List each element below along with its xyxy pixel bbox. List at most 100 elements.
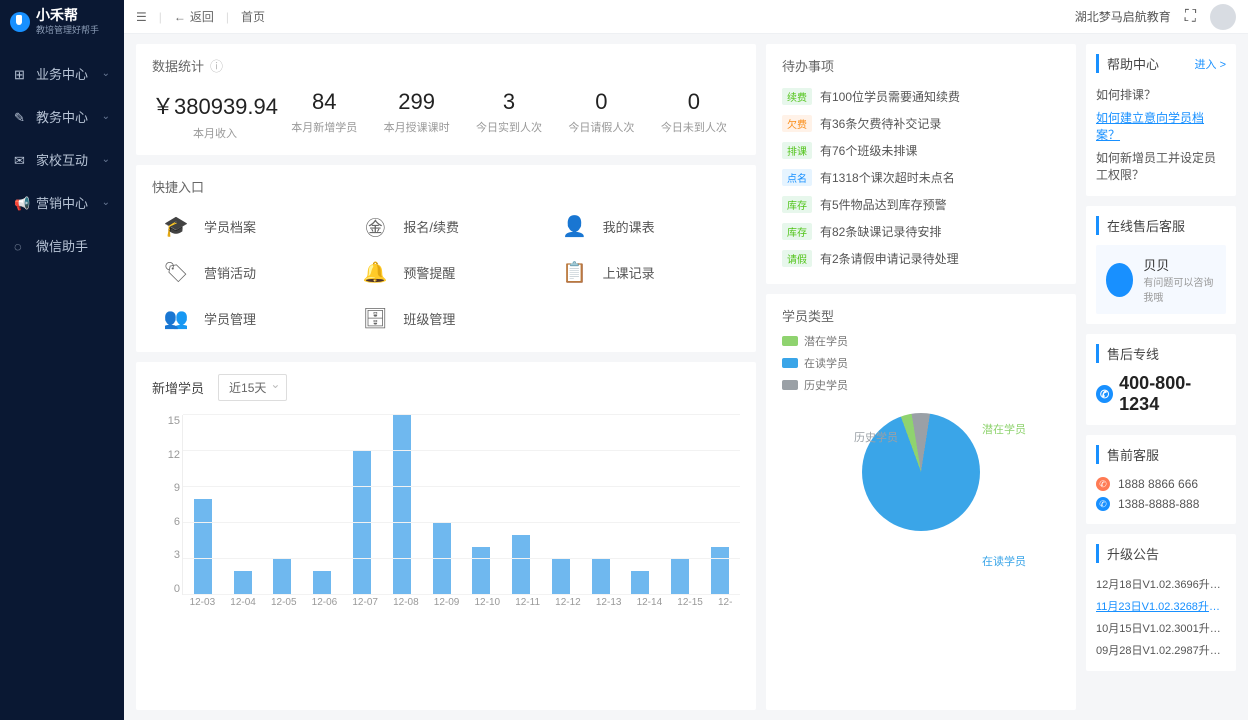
presale-title: 售前客服 — [1107, 445, 1159, 464]
fullscreen-icon[interactable]: ⛶ — [1185, 8, 1196, 26]
hotline-number[interactable]: 400-800-1234 — [1119, 373, 1226, 415]
presale-phone-0[interactable]: ✆1888 8866 666 — [1096, 474, 1226, 494]
quick-icon: 🔔 — [361, 258, 389, 286]
presale-phone-1[interactable]: ✆ 1388-8888-888 — [1096, 494, 1226, 514]
stat-0: ￥380939.94本月收入 — [152, 83, 278, 143]
help-link-1[interactable]: 如何建立意向学员档案？ — [1096, 106, 1226, 146]
avatar[interactable] — [1210, 4, 1236, 30]
todo-tag: 欠费 — [782, 115, 812, 132]
bar — [313, 571, 331, 595]
todo-item-0[interactable]: 续费有100位学员需要通知续费 — [782, 83, 1060, 110]
help-title: 帮助中心 — [1107, 54, 1159, 73]
stats-title: 数据统计 — [152, 56, 204, 75]
nav-item-3[interactable]: 📢营销中心⌄ — [0, 181, 124, 224]
todo-item-3[interactable]: 点名有1318个课次超时未点名 — [782, 164, 1060, 191]
ann-item-3[interactable]: 09月28日V1.02.2987升级公告.. — [1096, 639, 1226, 661]
chart-title: 新增学员 — [152, 378, 204, 397]
bar — [512, 535, 530, 595]
logo-icon — [10, 12, 30, 32]
quick-7[interactable]: 🗄班级管理 — [351, 304, 540, 332]
info-icon[interactable]: ⓘ — [210, 56, 223, 75]
breadcrumb-home[interactable]: 首页 — [241, 8, 265, 25]
logo[interactable]: 小禾帮 教培管理好帮手 — [0, 0, 124, 44]
legend-item: 在读学员 — [782, 355, 1060, 371]
todo-item-6[interactable]: 请假有2条请假申请记录待处理 — [782, 245, 1060, 272]
bar — [393, 415, 411, 595]
quick-6[interactable]: 👥 学员管理 — [152, 304, 341, 332]
quick-1[interactable]: ㊎报名/续费 — [351, 212, 540, 240]
bar — [234, 571, 252, 595]
bar — [433, 523, 451, 595]
quick-icon: 👥 — [162, 304, 190, 332]
stat-label: 今日实到人次 — [463, 119, 555, 135]
cs-contact[interactable]: 贝贝 有问题可以咨询我哦 — [1096, 245, 1226, 314]
quick-3[interactable]: 🏷营销活动 — [152, 258, 341, 286]
quick-icon: 📋 — [561, 258, 589, 286]
arrow-left-icon: ← — [174, 10, 186, 24]
quick-2[interactable]: 👤我的课表 — [551, 212, 740, 240]
stat-4: 0今日请假人次 — [555, 83, 647, 143]
todo-text: 有100位学员需要通知续费 — [820, 88, 960, 105]
phone-icon: ✆ — [1096, 497, 1110, 511]
cs-title: 在线售后客服 — [1107, 216, 1185, 235]
nav-item-1[interactable]: ✎教务中心⌄ — [0, 95, 124, 138]
help-more[interactable]: 进入 > — [1195, 56, 1226, 72]
quick-label: 学员管理 — [204, 309, 256, 328]
ann-item-2[interactable]: 10月15日V1.02.3001升级公告.. — [1096, 617, 1226, 639]
ann-item-1[interactable]: 11月23日V1.02.3268升级公告.. — [1096, 595, 1226, 617]
todo-tag: 续费 — [782, 88, 812, 105]
todo-title: 待办事项 — [782, 56, 834, 75]
bar — [631, 571, 649, 595]
stat-value: 84 — [278, 89, 370, 115]
phone-text: 1388-8888-888 — [1118, 497, 1199, 511]
stat-5: 0今日未到人次 — [648, 83, 740, 143]
nav-item-4[interactable]: ◌微信助手 — [0, 224, 124, 267]
bar — [472, 547, 490, 595]
type-title: 学员类型 — [782, 306, 834, 325]
quick-label: 上课记录 — [603, 263, 655, 282]
chevron-down-icon: ⌄ — [102, 111, 110, 122]
todo-item-1[interactable]: 欠费有36条欠费待补交记录 — [782, 110, 1060, 137]
todo-tag: 排课 — [782, 142, 812, 159]
todo-text: 有5件物品达到库存预警 — [820, 196, 947, 213]
brand-name: 小禾帮 — [36, 8, 99, 23]
period-select[interactable]: 近15天 — [218, 374, 287, 401]
nav-item-0[interactable]: ⊞业务中心⌄ — [0, 52, 124, 95]
hotline-title: 售后专线 — [1107, 344, 1159, 363]
ann-title: 升级公告 — [1107, 544, 1159, 563]
nav-label: 营销中心 — [36, 193, 88, 212]
menu-toggle-icon[interactable]: ☰ — [136, 10, 147, 24]
todo-item-4[interactable]: 库存有5件物品达到库存预警 — [782, 191, 1060, 218]
nav-icon: ⊞ — [14, 67, 28, 81]
legend-swatch — [782, 336, 798, 346]
chevron-down-icon: ⌄ — [102, 154, 110, 165]
stat-label: 本月授课课时 — [370, 119, 462, 135]
todo-tag: 请假 — [782, 250, 812, 267]
todo-card: 待办事项 续费有100位学员需要通知续费欠费有36条欠费待补交记录排课有76个班… — [766, 44, 1076, 284]
todo-item-5[interactable]: 库存有82条缺课记录待安排 — [782, 218, 1060, 245]
nav-icon: ✉ — [14, 153, 28, 167]
nav-icon: ◌ — [14, 239, 28, 253]
cs-avatar-icon — [1106, 263, 1133, 297]
chevron-down-icon: ⌄ — [102, 197, 110, 208]
quick-0[interactable]: 🎓学员档案 — [152, 212, 341, 240]
nav-item-2[interactable]: ✉家校互动⌄ — [0, 138, 124, 181]
pie-label: 历史学员 — [854, 429, 898, 445]
quick-label: 报名/续费 — [403, 217, 459, 236]
ann-item-0[interactable]: 12月18日V1.02.3696升级公告.. — [1096, 573, 1226, 595]
announce-card: 升级公告 12月18日V1.02.3696升级公告..11月23日V1.02.3… — [1086, 534, 1236, 671]
quick-5[interactable]: 📋 上课记录 — [551, 258, 740, 286]
quick-4[interactable]: 🔔 预警提醒 — [351, 258, 540, 286]
todo-tag: 库存 — [782, 196, 812, 213]
stat-label: 今日未到人次 — [648, 119, 740, 135]
nav: ⊞业务中心⌄✎教务中心⌄✉家校互动⌄📢营销中心⌄◌微信助手 — [0, 44, 124, 267]
quick-label: 预警提醒 — [403, 263, 455, 282]
nav-label: 业务中心 — [36, 64, 88, 83]
back-link[interactable]: ← 返回 — [174, 8, 214, 25]
phone-icon: ✆ — [1096, 477, 1110, 491]
stat-value: ￥380939.94 — [152, 89, 278, 121]
todo-item-2[interactable]: 排课有76个班级未排课 — [782, 137, 1060, 164]
help-link-2[interactable]: 如何新增员工并设定员工权限？ — [1096, 146, 1226, 186]
quick-icon: ㊎ — [361, 212, 389, 240]
help-link-0[interactable]: 如何排课？ — [1096, 83, 1226, 106]
